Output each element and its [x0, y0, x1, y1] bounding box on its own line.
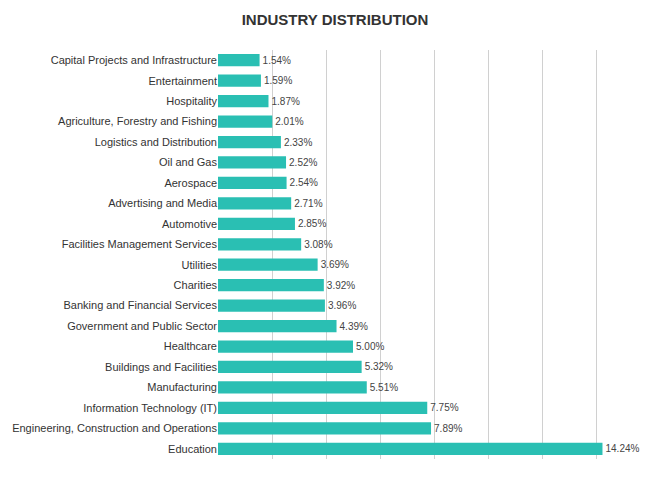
svg-text:3.96%: 3.96%	[328, 300, 356, 311]
svg-text:4.39%: 4.39%	[340, 321, 368, 332]
svg-text:Education: Education	[168, 443, 217, 455]
svg-text:Manufacturing: Manufacturing	[147, 381, 217, 393]
svg-text:Utilities: Utilities	[182, 259, 218, 271]
svg-text:2.54%: 2.54%	[290, 177, 318, 188]
svg-text:1.59%: 1.59%	[264, 75, 292, 86]
svg-text:2.33%: 2.33%	[284, 137, 312, 148]
svg-text:Aerospace: Aerospace	[164, 177, 217, 189]
svg-text:5.00%: 5.00%	[356, 341, 384, 352]
svg-text:3.69%: 3.69%	[321, 259, 349, 270]
svg-text:Healthcare: Healthcare	[164, 340, 217, 352]
svg-text:1.87%: 1.87%	[271, 96, 299, 107]
svg-text:Buildings and Facilities: Buildings and Facilities	[105, 361, 217, 373]
svg-text:2.01%: 2.01%	[275, 116, 303, 127]
svg-text:Banking and Financial Services: Banking and Financial Services	[64, 299, 218, 311]
svg-text:3.92%: 3.92%	[327, 280, 355, 291]
svg-text:5.51%: 5.51%	[370, 382, 398, 393]
svg-text:7.75%: 7.75%	[430, 402, 458, 413]
svg-text:Oil and Gas: Oil and Gas	[159, 156, 218, 168]
svg-text:2.85%: 2.85%	[298, 218, 326, 229]
svg-text:5.32%: 5.32%	[365, 361, 393, 372]
svg-text:Automotive: Automotive	[162, 218, 217, 230]
svg-text:Facilities Management Services: Facilities Management Services	[62, 238, 218, 250]
svg-text:Engineering, Construction and: Engineering, Construction and Operations	[12, 422, 217, 434]
svg-text:1.54%: 1.54%	[263, 55, 291, 66]
svg-text:Agriculture, Forestry and Fish: Agriculture, Forestry and Fishing	[58, 115, 217, 127]
svg-text:Hospitality: Hospitality	[166, 95, 217, 107]
svg-text:Charities: Charities	[174, 279, 218, 291]
svg-text:Entertainment: Entertainment	[149, 75, 217, 87]
svg-text:Logistics and Distribution: Logistics and Distribution	[95, 136, 217, 148]
svg-text:Information Technology (IT): Information Technology (IT)	[83, 402, 217, 414]
svg-text:Capital Projects and Infrastru: Capital Projects and Infrastructure	[51, 54, 217, 66]
svg-text:INDUSTRY DISTRIBUTION: INDUSTRY DISTRIBUTION	[242, 11, 429, 28]
svg-text:7.89%: 7.89%	[434, 423, 462, 434]
svg-text:3.08%: 3.08%	[304, 239, 332, 250]
svg-text:2.71%: 2.71%	[294, 198, 322, 209]
svg-text:2.52%: 2.52%	[289, 157, 317, 168]
svg-text:Government and Public Sector: Government and Public Sector	[67, 320, 217, 332]
svg-text:14.24%: 14.24%	[605, 443, 639, 454]
svg-text:Advertising and Media: Advertising and Media	[108, 197, 218, 209]
